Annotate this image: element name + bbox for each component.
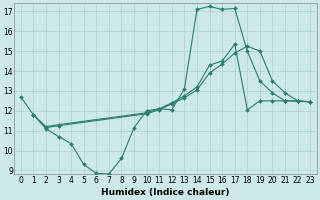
X-axis label: Humidex (Indice chaleur): Humidex (Indice chaleur) bbox=[101, 188, 230, 197]
